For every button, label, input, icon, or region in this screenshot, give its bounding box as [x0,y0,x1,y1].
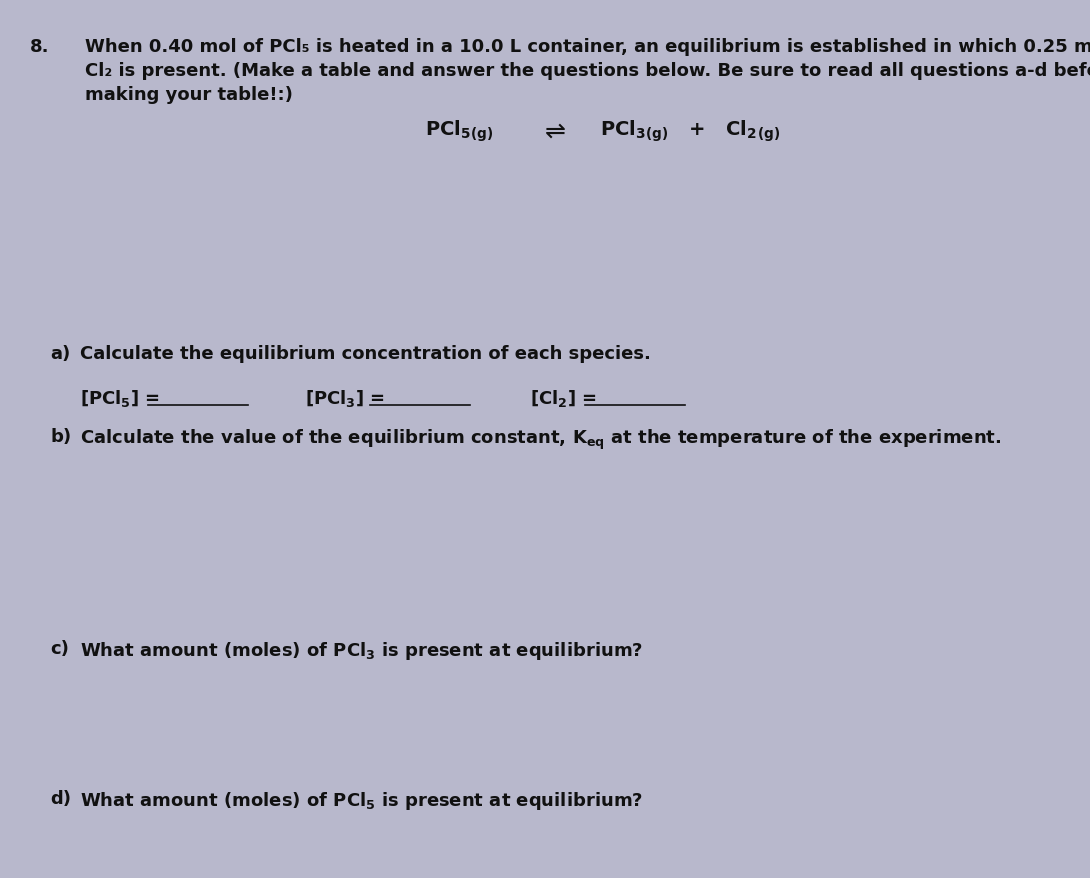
Text: Calculate the value of the equilibrium constant, $\mathbf{K_{eq}}$ at the temper: Calculate the value of the equilibrium c… [80,428,1002,451]
Text: When 0.40 mol of PCl₅ is heated in a 10.0 L container, an equilibrium is establi: When 0.40 mol of PCl₅ is heated in a 10.… [85,38,1090,56]
Text: c): c) [50,639,69,658]
Text: b): b) [50,428,71,445]
Text: What amount (moles) of $\mathbf{PCl_3}$ is present at equilibrium?: What amount (moles) of $\mathbf{PCl_3}$ … [80,639,643,661]
Text: $\rightleftharpoons$: $\rightleftharpoons$ [540,120,567,144]
Text: $\mathbf{PCl_3}$$\mathbf{_{(g)}}$   $\mathbf{+}$   $\mathbf{Cl_2}$$\mathbf{_{(g): $\mathbf{PCl_3}$$\mathbf{_{(g)}}$ $\math… [600,118,780,143]
Text: $\mathbf{[PCl_3]}$ =: $\mathbf{[PCl_3]}$ = [305,387,387,408]
Text: $\mathbf{PCl_5}$$\mathbf{_{(g)}}$: $\mathbf{PCl_5}$$\mathbf{_{(g)}}$ [425,118,494,143]
Text: Cl₂ is present. (Make a table and answer the questions below. Be sure to read al: Cl₂ is present. (Make a table and answer… [85,62,1090,80]
Text: Calculate the equilibrium concentration of each species.: Calculate the equilibrium concentration … [80,344,651,363]
Text: $\mathbf{[PCl_5]}$ =: $\mathbf{[PCl_5]}$ = [80,387,161,408]
Text: What amount (moles) of $\mathbf{PCl_5}$ is present at equilibrium?: What amount (moles) of $\mathbf{PCl_5}$ … [80,789,643,811]
Text: $\mathbf{[Cl_2]}$ =: $\mathbf{[Cl_2]}$ = [530,387,598,408]
Text: d): d) [50,789,71,807]
Text: 8.: 8. [31,38,49,56]
Text: a): a) [50,344,70,363]
Text: making your table!:): making your table!:) [85,86,293,104]
